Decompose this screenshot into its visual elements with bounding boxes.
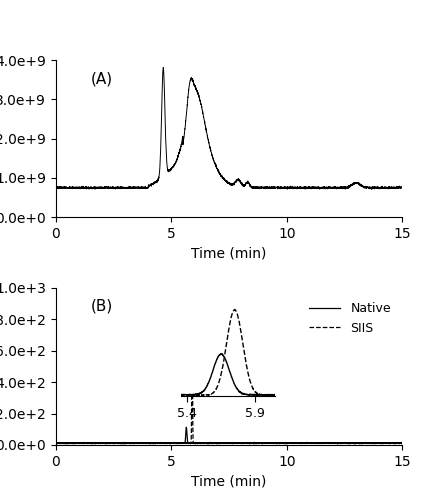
SIIS [372, 440, 377, 446]
SIIS [389, 440, 395, 446]
SIIS [190, 312, 195, 318]
SIIS [305, 440, 310, 446]
Native [389, 440, 395, 446]
Line: Native: Native [56, 428, 402, 444]
Native [400, 440, 405, 446]
Text: (B): (B) [90, 299, 113, 314]
Native [184, 424, 189, 430]
SIIS [202, 440, 207, 446]
Native [218, 440, 223, 446]
Native [305, 440, 310, 446]
Native [372, 440, 377, 446]
SIIS [400, 440, 405, 446]
Text: (A): (A) [90, 71, 113, 86]
SIIS [257, 440, 262, 446]
SIIS [53, 440, 59, 446]
SIIS [199, 440, 204, 446]
Legend: Native, SIIS: Native, SIIS [304, 297, 396, 340]
Line: SIIS: SIIS [56, 314, 402, 444]
Native [199, 440, 204, 446]
X-axis label: Time (min): Time (min) [191, 246, 267, 260]
Native [202, 440, 207, 446]
Native [53, 440, 59, 446]
X-axis label: Time (min): Time (min) [191, 474, 267, 488]
SIIS [218, 440, 223, 446]
Native [353, 441, 358, 447]
